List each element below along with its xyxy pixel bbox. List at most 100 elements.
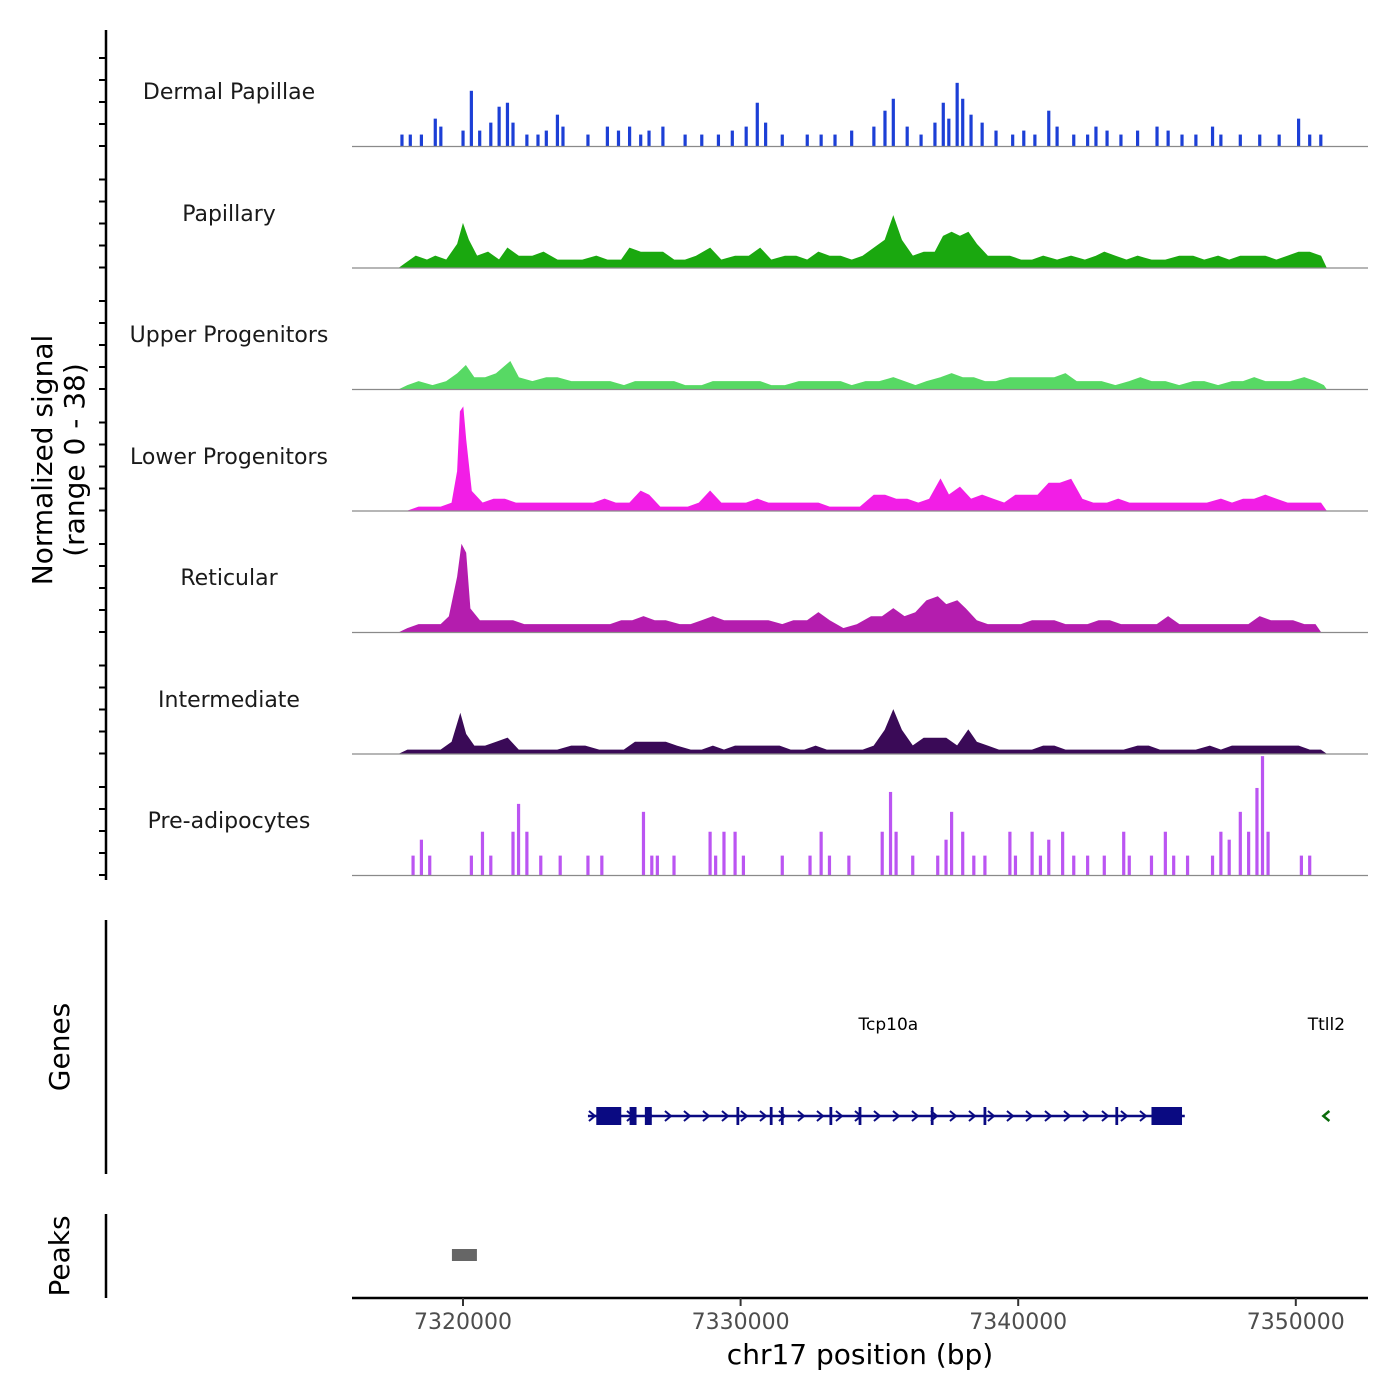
signal-bar (433, 118, 437, 147)
signal-bar (1319, 134, 1323, 147)
signal-bar (1127, 855, 1131, 876)
strand-arrow (892, 1110, 901, 1122)
signal-bar (428, 855, 432, 876)
strand-arrow (816, 1110, 825, 1122)
signal-bar (894, 831, 898, 876)
signal-bar (1122, 831, 1126, 876)
signal-bar (722, 831, 726, 876)
track-signal-reticular (399, 543, 1322, 633)
signal-bar (983, 855, 987, 876)
signal-bar (744, 126, 748, 147)
gene-model-ttll2 (1321, 1110, 1331, 1122)
signal-bar (419, 839, 423, 876)
signal-bar (525, 831, 529, 876)
peak-regions (451, 1249, 477, 1261)
strand-arrow (683, 1110, 692, 1122)
signal-bar (1219, 831, 1223, 876)
signal-bar (1185, 855, 1190, 876)
signal-bar (880, 831, 884, 876)
signal-bar (1277, 134, 1281, 147)
signal-bar (1013, 855, 1018, 876)
signal-bar (461, 130, 465, 147)
signal-bar (1238, 811, 1242, 876)
signal-bar (616, 130, 621, 147)
gene-exon (629, 1107, 637, 1125)
signal-bar (672, 855, 676, 876)
strand-arrow (1006, 1110, 1015, 1122)
signal-bar (708, 831, 712, 876)
track-label-intermediate: Intermediate (158, 688, 300, 713)
signal-area (399, 709, 1328, 755)
gene-exon (930, 1107, 934, 1125)
strand-arrow (664, 1110, 673, 1122)
signal-bar (1072, 855, 1076, 876)
strand-arrow (1120, 1110, 1129, 1122)
track-label-lower-progenitors: Lower Progenitors (130, 445, 328, 470)
signal-bar (511, 122, 515, 147)
signal-bar (1094, 126, 1098, 147)
signal-bar (1047, 839, 1051, 876)
signal-bar (780, 855, 784, 876)
signal-bar (980, 122, 984, 147)
signal-bar (586, 134, 590, 147)
signal-bar (1102, 855, 1106, 876)
x-tick-label: 7320000 (414, 1310, 512, 1335)
gene-exon (1115, 1107, 1119, 1125)
signal-bar (650, 855, 654, 876)
signal-bar (539, 855, 543, 876)
signal-bar (1149, 855, 1154, 876)
gene-tcp10a: Tcp10a (587, 1015, 1185, 1125)
signal-bar (850, 130, 854, 147)
gene-exon (736, 1107, 740, 1125)
track-dermal-papillae: Dermal Papillae (143, 80, 1368, 148)
signal-bar (1135, 130, 1140, 147)
strand-arrow (1101, 1110, 1110, 1122)
signal-bar (714, 855, 718, 876)
strand-arrow (1063, 1110, 1072, 1122)
signal-bar (516, 803, 521, 876)
signal-bar (419, 134, 423, 147)
signal-bar (1299, 855, 1303, 876)
signal-bar (489, 855, 493, 876)
signal-bar (544, 130, 548, 147)
track-papillary: Papillary (182, 202, 1368, 269)
gene-label-ttll2: Ttll2 (1307, 1015, 1345, 1035)
signal-bar (730, 130, 734, 147)
track-lower-progenitors: Lower Progenitors (130, 406, 1368, 512)
signal-bar (819, 134, 823, 147)
signal-bar (1105, 130, 1109, 147)
signal-bar (1022, 130, 1026, 147)
genes-panel-title: Genes (43, 1003, 76, 1091)
signal-bar (969, 114, 973, 147)
signal-bar (1194, 134, 1198, 147)
strand-arrow (1139, 1110, 1148, 1122)
signal-bar (905, 126, 909, 147)
signal-range-label: (range 0 - 38) (58, 363, 91, 557)
signal-bar (586, 855, 590, 876)
track-signal-lower-progenitors (407, 406, 1328, 512)
signal-bar (497, 106, 501, 147)
signal-bar (936, 855, 940, 876)
signal-bar (1061, 831, 1065, 876)
signal-bar (411, 855, 415, 876)
signal-bar (683, 134, 687, 147)
track-upper-progenitors: Upper Progenitors (130, 323, 1368, 391)
signal-bar (755, 102, 759, 147)
signal-bar (605, 126, 609, 147)
signal-bar (480, 831, 485, 876)
signal-bar (872, 126, 876, 147)
x-axis-title: chr17 position (bp) (727, 1338, 993, 1371)
strand-arrow (797, 1110, 806, 1122)
peak-region (451, 1249, 477, 1261)
track-pre-adipocytes: Pre-adipocytes (148, 756, 1368, 877)
signal-bar (1255, 787, 1259, 876)
signal-bar (641, 811, 646, 876)
track-signal-dermal-papillae (400, 82, 1323, 147)
signal-bar (558, 855, 562, 876)
signal-bar (950, 811, 954, 876)
signal-bar (944, 839, 948, 876)
strand-arrow (911, 1110, 920, 1122)
signal-bar (972, 855, 976, 876)
track-label-pre-adipocytes: Pre-adipocytes (148, 809, 311, 834)
